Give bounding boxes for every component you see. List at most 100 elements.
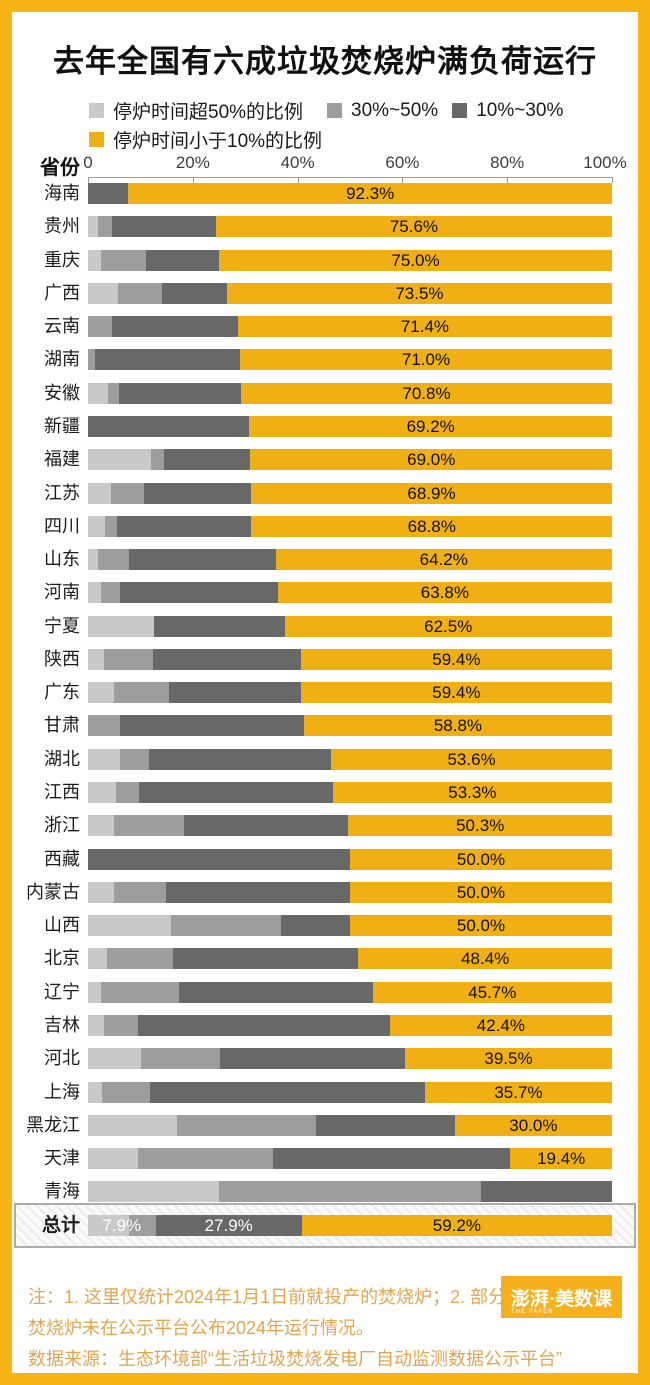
bar-segment-30-50 bbox=[111, 482, 144, 504]
bar-segment-30-50 bbox=[88, 349, 95, 371]
bar-segment-30-50 bbox=[107, 382, 119, 404]
chart-row: 福建 69.0% bbox=[0, 449, 650, 471]
bar-value-label: 30.0% bbox=[509, 1115, 558, 1135]
legend-item-over50: 停炉时间超50%的比例 bbox=[89, 97, 303, 124]
bar-segment-under10 bbox=[300, 682, 612, 704]
bar-segment-under10 bbox=[348, 815, 612, 837]
category-label: 青海 bbox=[44, 1181, 80, 1202]
bar-segment-under10 bbox=[454, 1114, 612, 1136]
bar-value-label: 58.8% bbox=[433, 716, 483, 736]
bar-segment-30-50 bbox=[118, 282, 162, 304]
bar-segment-under10 bbox=[300, 648, 612, 670]
chart-row: 青海 bbox=[0, 1181, 650, 1203]
stacked-bar: 71.0% bbox=[88, 349, 612, 371]
bar-segment-30-50 bbox=[119, 748, 150, 770]
chart-row: 天津 19.4% bbox=[0, 1148, 650, 1170]
bar-segment-10-30 bbox=[145, 249, 219, 271]
bar-value-label: 62.5% bbox=[424, 616, 473, 636]
x-axis-line bbox=[88, 177, 612, 178]
bar-segment-30-50 bbox=[88, 316, 112, 338]
bar-value-label-white: 27.9% bbox=[204, 1215, 253, 1235]
bar-segment-over50 bbox=[88, 782, 117, 804]
bar-segment-under10 bbox=[301, 1214, 612, 1236]
legend-row-2: 停炉时间小于10%的比例 bbox=[89, 126, 322, 153]
category-label: 浙江 bbox=[44, 815, 80, 836]
bar-segment-10-30 bbox=[88, 848, 350, 870]
chart-row: 四川 68.8% bbox=[0, 515, 650, 537]
bar-segment-under10 bbox=[350, 848, 612, 870]
chart-row: 广西 73.5% bbox=[0, 282, 650, 304]
bar-value-label: 50.0% bbox=[456, 882, 506, 902]
stacked-bar: 19.4% bbox=[88, 1148, 612, 1170]
legend-swatch-under10 bbox=[89, 132, 104, 147]
category-label: 广西 bbox=[44, 282, 80, 303]
bar-segment-10-30 bbox=[155, 1214, 302, 1236]
bar-segment-30-50 bbox=[98, 549, 130, 571]
bar-value-label: 45.7% bbox=[468, 982, 517, 1002]
category-label: 吉林 bbox=[44, 1015, 80, 1035]
stacked-bar: 50.0% bbox=[88, 915, 612, 937]
bar-segment-under10 bbox=[239, 349, 612, 371]
bar-segment-over50 bbox=[88, 1081, 102, 1103]
bar-segment-over50 bbox=[88, 482, 112, 504]
legend-item-10-30: 10%~30% bbox=[452, 100, 563, 122]
bar-value-label: 50.0% bbox=[456, 916, 506, 936]
footer-source: 数据来源：生态环境部“生活垃圾焚烧发电厂自动监测数据公示平台” bbox=[28, 1349, 562, 1369]
x-axis-tick-mark bbox=[88, 177, 89, 183]
x-axis-tick-label: 60% bbox=[385, 153, 420, 172]
bar-value-label: 69.2% bbox=[406, 416, 455, 436]
bar-segment-over50 bbox=[88, 549, 99, 571]
category-label: 上海 bbox=[44, 1081, 80, 1102]
bar-segment-10-30 bbox=[149, 1081, 425, 1103]
stacked-bar: 62.5% bbox=[88, 615, 612, 637]
bar-segment-under10 bbox=[331, 748, 612, 770]
bar-segment-30-50 bbox=[114, 815, 185, 837]
category-label: 湖北 bbox=[44, 748, 80, 769]
bar-segment-10-30 bbox=[111, 316, 238, 338]
legend-row-1: 停炉时间超50%的比例 30%~50% 10%~30% bbox=[89, 97, 563, 124]
bar-segment-10-30 bbox=[143, 482, 251, 504]
bar-value-label: 53.6% bbox=[447, 749, 496, 769]
chart-row: 上海 35.7% bbox=[0, 1081, 650, 1103]
bar-segment-10-30 bbox=[481, 1181, 612, 1203]
category-label: 宁夏 bbox=[44, 615, 80, 636]
chart-row: 山东 64.2% bbox=[0, 549, 650, 571]
bar-segment-over50 bbox=[88, 282, 119, 304]
bar-segment-10-30 bbox=[88, 183, 129, 204]
chart-row: 湖南 71.0% bbox=[0, 349, 650, 371]
category-label: 海南 bbox=[44, 183, 80, 203]
category-label: 西藏 bbox=[44, 848, 80, 869]
stacked-bar: 35.7% bbox=[88, 1081, 612, 1103]
stacked-bar: 68.8% bbox=[88, 515, 612, 537]
bar-segment-10-30 bbox=[280, 915, 350, 937]
bar-value-label: 59.4% bbox=[432, 649, 481, 669]
bar-segment-10-30 bbox=[117, 515, 252, 537]
bar-segment-10-30 bbox=[166, 881, 350, 903]
bar-segment-30-50 bbox=[177, 1114, 317, 1136]
bar-segment-30-50 bbox=[106, 948, 174, 970]
y-axis-header: 省份 bbox=[40, 157, 80, 179]
bar-segment-10-30 bbox=[153, 615, 285, 637]
category-label: 河南 bbox=[44, 582, 80, 603]
bar-segment-30-50 bbox=[88, 715, 120, 737]
stacked-bar: 63.8% bbox=[88, 582, 612, 604]
bar-segment-10-30 bbox=[184, 815, 349, 837]
category-label: 江西 bbox=[44, 782, 80, 803]
bar-segment-over50 bbox=[88, 1181, 219, 1203]
chart-row: 山西 50.0% bbox=[0, 915, 650, 937]
bar-value-label: 71.0% bbox=[401, 350, 451, 370]
bar-segment-under10 bbox=[349, 915, 612, 937]
stacked-bar: 69.0% bbox=[88, 449, 612, 471]
bar-segment-under10 bbox=[405, 1048, 612, 1070]
stacked-bar: 71.4% bbox=[88, 316, 612, 338]
bar-value-label: 68.9% bbox=[407, 483, 456, 503]
stacked-bar: 53.6% bbox=[88, 748, 612, 770]
footer-note-line-2: 焚烧炉未在公示平台公布2024年运行情况。 bbox=[28, 1318, 375, 1338]
category-label: 山东 bbox=[44, 549, 80, 570]
chart-row: 黑龙江 30.0% bbox=[0, 1114, 650, 1136]
bar-value-label: 53.3% bbox=[448, 783, 497, 803]
chart-row: 湖北 53.6% bbox=[0, 748, 650, 770]
x-axis-tick-mark bbox=[612, 177, 613, 183]
stacked-bar: 39.5% bbox=[88, 1048, 612, 1070]
